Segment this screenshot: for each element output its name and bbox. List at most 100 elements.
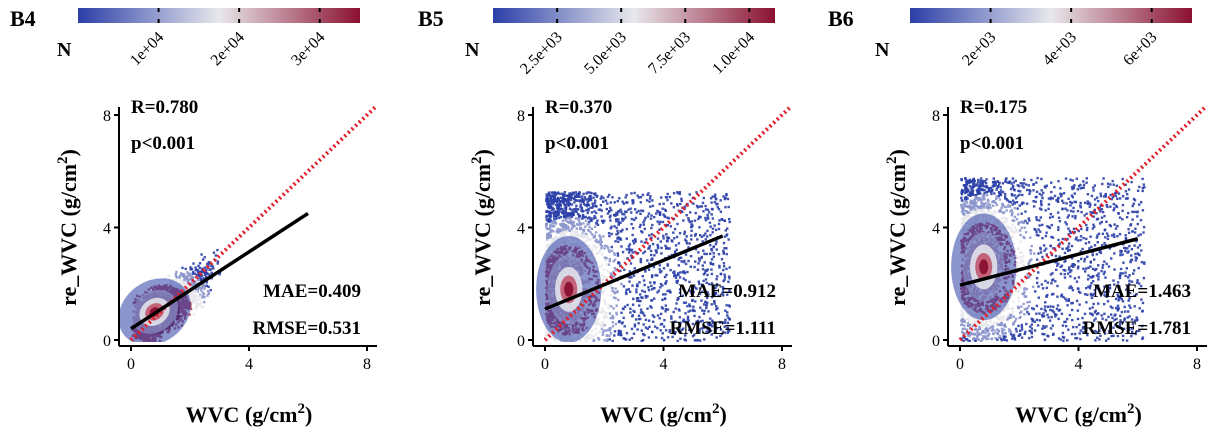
density-point — [656, 237, 660, 240]
density-point — [601, 244, 604, 248]
colorbar-tick-label: 2.5e+03 — [517, 29, 566, 78]
density-point — [595, 252, 598, 256]
density-point — [609, 201, 612, 204]
density-point — [580, 209, 583, 212]
density-point — [697, 251, 700, 254]
density-point — [702, 234, 706, 237]
density-point — [678, 327, 681, 330]
colorbar-tick-label: 1e+04 — [127, 29, 167, 69]
density-point — [674, 320, 677, 323]
density-point — [593, 210, 596, 213]
density-point — [555, 213, 559, 217]
density-point — [704, 269, 707, 272]
density-point — [651, 314, 654, 317]
density-point — [571, 225, 574, 228]
density-point — [591, 249, 594, 252]
density-point — [658, 228, 661, 231]
density-point — [718, 219, 721, 222]
density-point — [548, 210, 552, 213]
density-point — [656, 274, 659, 277]
density-point — [205, 281, 208, 284]
density-point — [596, 322, 599, 325]
density-point — [558, 232, 562, 235]
density-point — [653, 282, 656, 285]
density-point — [677, 258, 680, 261]
density-point — [553, 219, 556, 222]
density-point — [201, 285, 204, 288]
density-point — [598, 330, 602, 334]
density-point — [684, 339, 687, 342]
density-point — [701, 264, 704, 267]
density-point — [650, 299, 654, 302]
density-point — [609, 332, 613, 335]
density-point — [662, 325, 666, 328]
density-point — [564, 207, 568, 210]
density-point — [203, 296, 206, 299]
density-point — [564, 223, 568, 227]
density-point — [667, 236, 671, 240]
density-point — [613, 266, 616, 270]
density-point — [604, 244, 607, 247]
density-point — [590, 227, 594, 230]
x-axis-label-end: ) — [305, 402, 312, 427]
density-point — [614, 240, 617, 243]
density-point — [588, 216, 591, 219]
density-point — [689, 255, 693, 258]
density-point — [665, 273, 668, 277]
density-point — [656, 245, 660, 248]
density-point — [574, 234, 577, 237]
density-point — [546, 235, 550, 238]
density-point — [625, 332, 629, 335]
density-point — [594, 247, 598, 250]
density-point — [607, 263, 611, 266]
density-point — [563, 231, 566, 235]
density-point — [558, 236, 561, 239]
density-point — [694, 300, 697, 303]
density-point — [630, 276, 633, 279]
density-point — [663, 297, 667, 301]
density-point — [637, 322, 640, 325]
density-point — [545, 328, 548, 331]
density-point — [716, 206, 719, 209]
density-point — [668, 330, 671, 334]
panel-label: B4 — [10, 6, 36, 31]
density-point — [693, 265, 696, 269]
density-point — [727, 205, 730, 209]
density-point — [560, 232, 563, 235]
density-point — [559, 200, 562, 203]
density-point — [724, 206, 727, 209]
density-point — [193, 280, 197, 283]
density-point — [698, 339, 702, 342]
density-point — [605, 329, 608, 332]
density-point — [614, 287, 617, 290]
density-point — [722, 265, 726, 268]
density-point — [201, 270, 204, 274]
density-point — [545, 193, 548, 196]
density-point — [688, 242, 691, 245]
density-point — [695, 339, 698, 342]
density-point — [600, 253, 604, 256]
density-point — [714, 242, 718, 246]
density-point — [717, 294, 720, 298]
density-point — [584, 225, 587, 228]
density-point — [174, 274, 178, 278]
density-point — [548, 212, 551, 215]
density-point — [206, 294, 209, 297]
density-point — [633, 323, 637, 326]
density-point — [721, 321, 725, 324]
density-point — [558, 202, 561, 205]
density-point — [706, 235, 709, 238]
density-point — [644, 318, 648, 321]
density-point — [703, 261, 706, 264]
density-point — [614, 218, 618, 221]
density-point — [604, 286, 607, 290]
density-point — [203, 287, 206, 290]
density-point — [557, 211, 560, 215]
density-point — [709, 244, 712, 247]
density-point — [639, 299, 642, 303]
density-point — [626, 257, 629, 260]
density-point — [197, 264, 200, 268]
density-point — [689, 265, 692, 268]
density-point — [711, 262, 715, 266]
density-point — [710, 249, 714, 252]
